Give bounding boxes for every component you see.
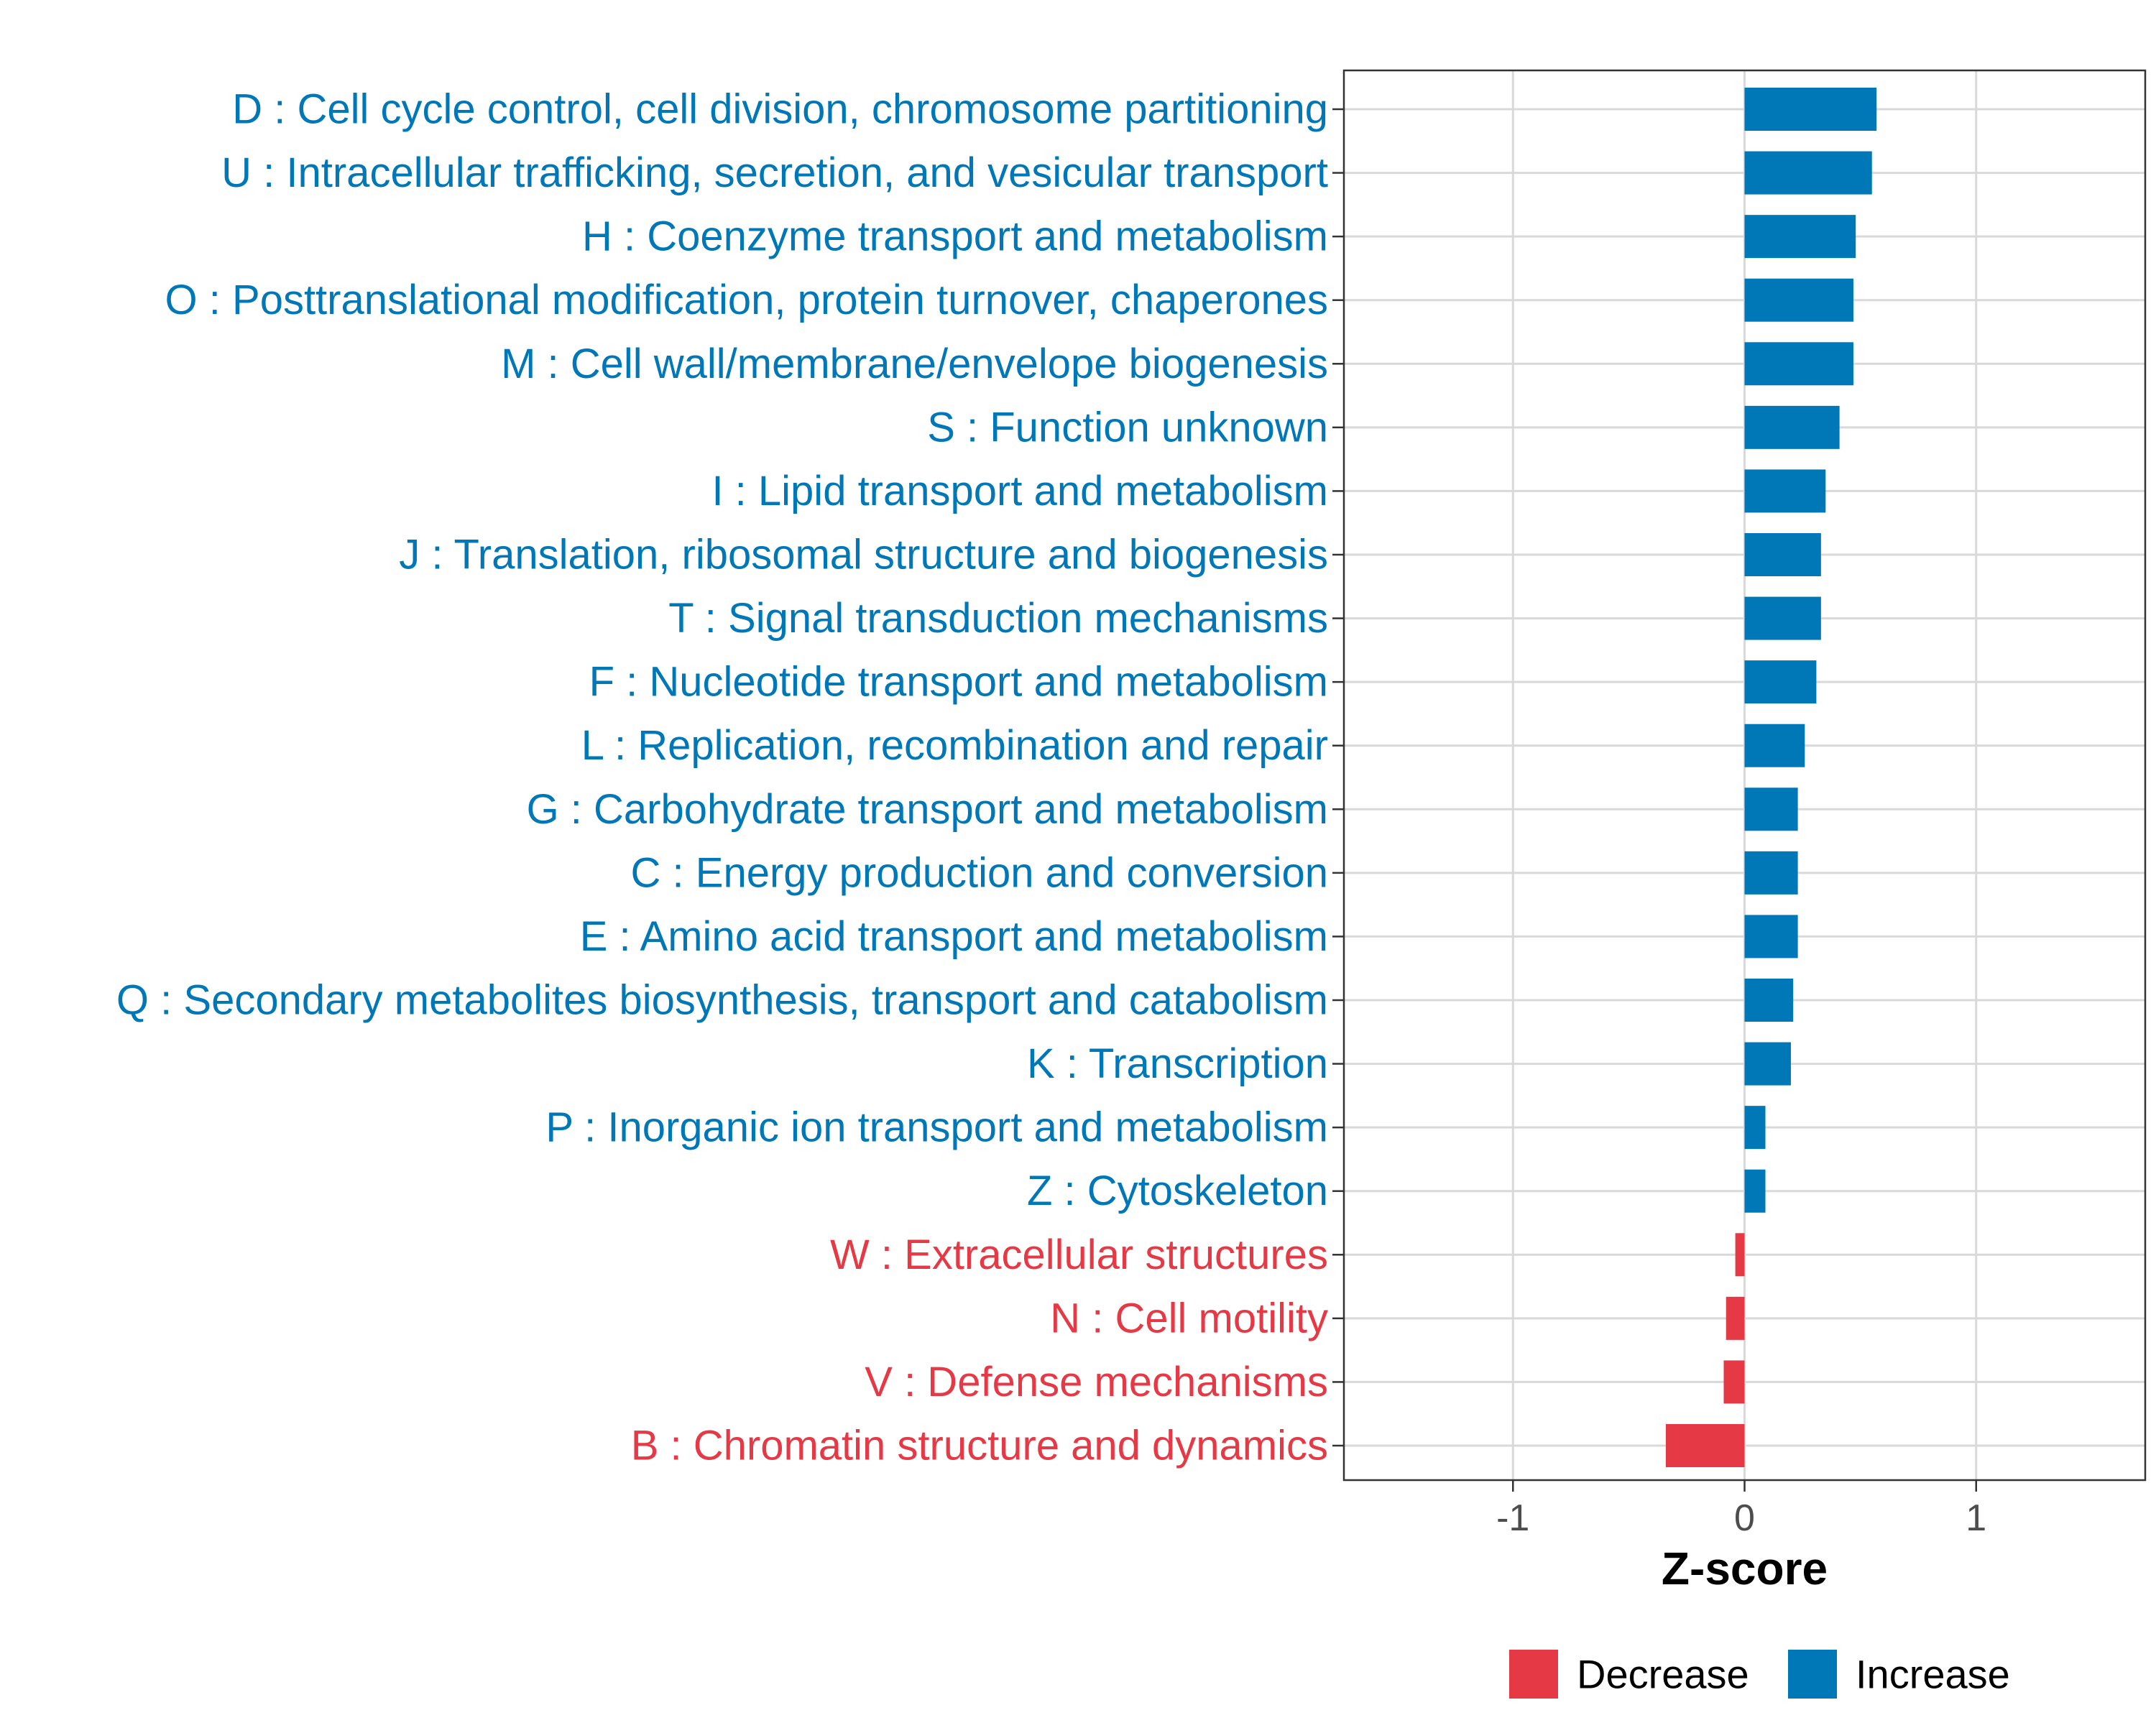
- bar: [1745, 533, 1821, 576]
- bar: [1745, 152, 1872, 195]
- x-tick-label: -1: [1496, 1497, 1529, 1539]
- category-label: Q : Secondary metabolites biosynthesis, …: [116, 977, 1328, 1024]
- x-tick-label: 0: [1734, 1497, 1755, 1539]
- legend-swatch: [1509, 1650, 1558, 1699]
- bar: [1745, 342, 1853, 385]
- bar: [1723, 1360, 1744, 1403]
- bar: [1745, 406, 1840, 449]
- bar: [1745, 915, 1798, 958]
- bar: [1745, 279, 1853, 322]
- bar: [1745, 597, 1821, 640]
- category-label: G : Carbohydrate transport and metabolis…: [527, 786, 1328, 833]
- bar: [1745, 979, 1794, 1022]
- legend-label: Decrease: [1577, 1652, 1749, 1697]
- bar: [1726, 1297, 1745, 1340]
- bar: [1745, 1170, 1766, 1213]
- category-label: C : Energy production and conversion: [631, 849, 1328, 896]
- chart-root: D : Cell cycle control, cell division, c…: [0, 0, 2156, 1724]
- legend-label: Increase: [1856, 1652, 2010, 1697]
- category-label: Z : Cytoskeleton: [1027, 1168, 1328, 1214]
- bar: [1745, 215, 1856, 258]
- category-label: I : Lipid transport and metabolism: [711, 468, 1328, 514]
- category-label: F : Nucleotide transport and metabolism: [589, 659, 1328, 706]
- category-label: E : Amino acid transport and metabolism: [580, 913, 1328, 960]
- bar: [1666, 1424, 1745, 1467]
- category-label: M : Cell wall/membrane/envelope biogenes…: [501, 341, 1328, 387]
- category-label: W : Extracellular structures: [830, 1232, 1328, 1278]
- bar: [1745, 724, 1805, 767]
- category-label: D : Cell cycle control, cell division, c…: [232, 86, 1328, 133]
- legend-swatch: [1788, 1650, 1837, 1699]
- category-label: B : Chromatin structure and dynamics: [631, 1423, 1328, 1469]
- bar: [1745, 1043, 1791, 1086]
- category-label: H : Coenzyme transport and metabolism: [582, 213, 1328, 260]
- bar: [1745, 1106, 1766, 1149]
- bar: [1736, 1233, 1745, 1276]
- x-axis-title: Z-score: [1662, 1543, 1828, 1594]
- z-score-bar-chart: D : Cell cycle control, cell division, c…: [0, 0, 2156, 1724]
- category-label: J : Translation, ribosomal structure and…: [399, 532, 1328, 578]
- bar: [1745, 851, 1798, 895]
- x-tick-label: 1: [1966, 1497, 1986, 1539]
- category-label: U : Intracellular trafficking, secretion…: [221, 149, 1328, 196]
- bar: [1745, 88, 1877, 131]
- category-label: N : Cell motility: [1050, 1295, 1328, 1341]
- bar: [1745, 469, 1826, 512]
- bar: [1745, 660, 1817, 703]
- category-label: L : Replication, recombination and repai…: [581, 722, 1328, 769]
- category-label: P : Inorganic ion transport and metaboli…: [545, 1104, 1328, 1151]
- category-label: V : Defense mechanisms: [865, 1359, 1328, 1405]
- category-label: O : Posttranslational modification, prot…: [165, 277, 1328, 323]
- category-label: S : Function unknown: [927, 404, 1328, 451]
- category-label: K : Transcription: [1027, 1040, 1328, 1087]
- bar: [1745, 787, 1798, 831]
- category-label: T : Signal transduction mechanisms: [668, 595, 1328, 642]
